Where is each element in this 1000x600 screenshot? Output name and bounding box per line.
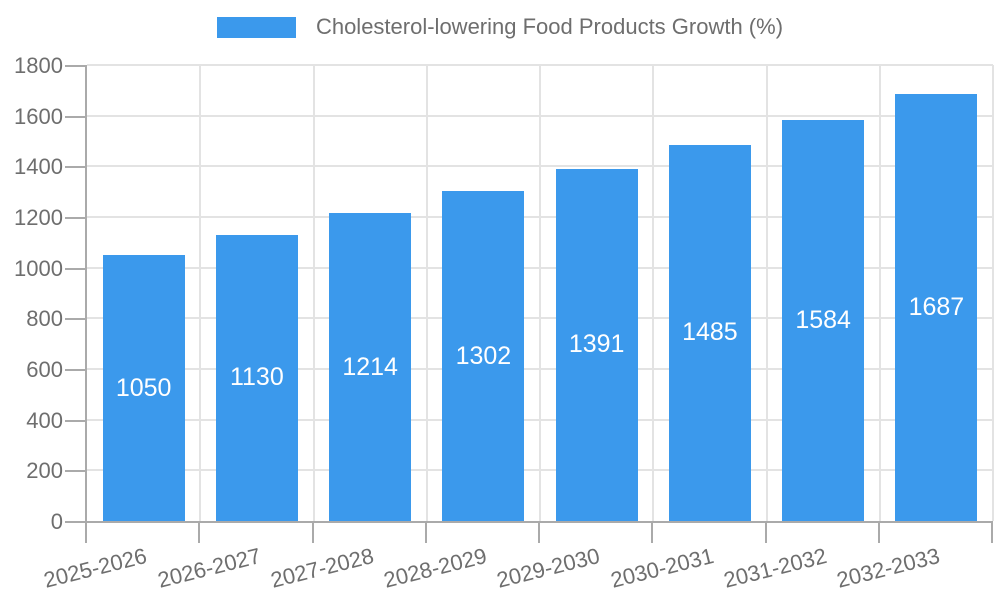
x-tick	[85, 523, 87, 543]
y-tick-label: 200	[26, 458, 63, 484]
x-gridline	[199, 65, 202, 521]
legend-label: Cholesterol-lowering Food Products Growt…	[315, 14, 784, 39]
x-gridline	[992, 65, 994, 521]
x-gridline	[539, 65, 541, 521]
bar: 1485	[668, 144, 751, 521]
y-tick-label: 400	[26, 407, 63, 433]
bar: 1130	[215, 234, 298, 521]
bar: 1302	[442, 191, 525, 521]
y-tick	[65, 521, 85, 523]
bar: 1391	[555, 168, 638, 521]
bar-value-label: 1214	[342, 352, 398, 381]
y-tick	[65, 267, 85, 270]
x-gridline	[765, 65, 768, 521]
x-tick-label: 2026-2027	[154, 543, 263, 593]
x-gridline	[312, 65, 315, 521]
x-tick-label: 2030-2031	[607, 543, 716, 593]
x-tick-label: 2025-2026	[41, 543, 150, 593]
bar: 1687	[895, 93, 978, 521]
x-tick	[651, 523, 654, 543]
bar: 1050	[102, 255, 185, 521]
x-tick	[764, 523, 767, 543]
y-tick-label: 1000	[14, 255, 63, 281]
x-tick	[991, 523, 993, 543]
bar: 1214	[329, 213, 412, 521]
bar-value-label: 1687	[908, 292, 965, 321]
x-tick-label: 2029-2030	[494, 543, 603, 593]
y-tick	[65, 470, 85, 473]
y-tick	[65, 369, 85, 371]
bar-value-label: 1130	[229, 363, 284, 392]
y-axis-line	[85, 65, 87, 521]
legend-item[interactable]: Cholesterol-lowering Food Products Growt…	[216, 14, 784, 40]
x-axis-line	[85, 521, 993, 523]
x-tick	[198, 523, 201, 543]
plot-area: 1050 1130 1214 1302 1391 1485 1584 1687	[87, 64, 994, 521]
x-tick	[424, 523, 427, 543]
y-tick-label: 1600	[14, 103, 63, 129]
bar-value-label: 1485	[682, 318, 738, 347]
y-tick-label: 1400	[14, 154, 63, 180]
x-gridline	[425, 65, 428, 521]
x-gridline	[652, 65, 655, 521]
x-tick	[311, 523, 314, 543]
y-tick	[65, 419, 85, 422]
y-tick	[65, 65, 85, 67]
x-gridline	[878, 65, 881, 521]
x-tick	[538, 523, 540, 543]
x-tick-label: 2027-2028	[268, 543, 377, 593]
bar-value-label: 1050	[115, 373, 172, 402]
y-tick-label: 1200	[14, 205, 63, 230]
bar-value-label: 1391	[568, 330, 625, 359]
legend-swatch-icon	[216, 16, 296, 38]
y-tick	[65, 166, 85, 169]
bar-value-label: 1584	[795, 305, 851, 334]
y-tick	[65, 318, 85, 321]
y-tick-label: 1800	[14, 53, 63, 78]
y-tick	[65, 115, 85, 118]
x-tick-label: 2032-2033	[834, 543, 943, 593]
y-tick-label: 0	[50, 509, 63, 534]
y-tick-label: 800	[26, 306, 63, 332]
legend: Cholesterol-lowering Food Products Growt…	[0, 14, 1000, 40]
y-tick	[65, 217, 85, 219]
bar-value-label: 1302	[455, 341, 512, 370]
x-tick-label: 2031-2032	[721, 543, 830, 593]
x-tick-label: 2028-2029	[381, 543, 490, 593]
y-tick-label: 600	[26, 357, 63, 382]
x-tick	[877, 523, 880, 543]
bar: 1584	[782, 119, 865, 521]
